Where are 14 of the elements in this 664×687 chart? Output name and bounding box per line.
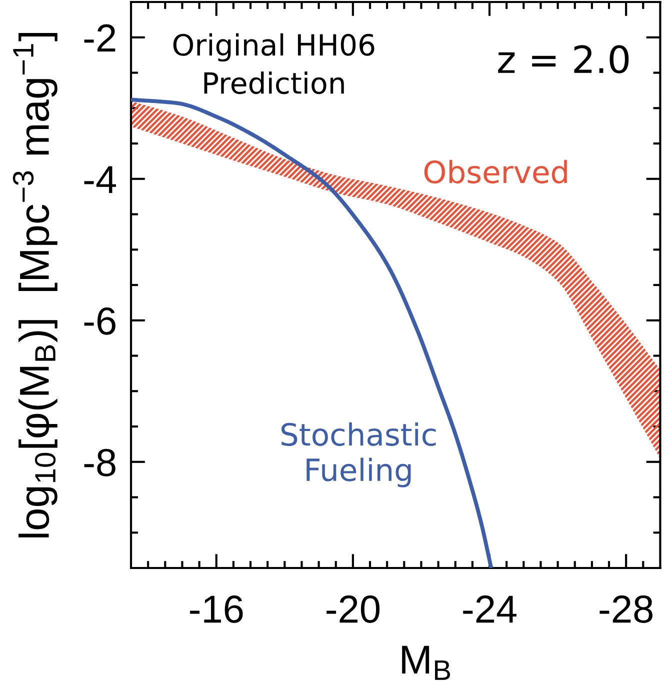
x-tick-label: -24 — [463, 595, 516, 623]
series-label: Stochastic Fueling — [282, 422, 436, 488]
x-tick-label: -16 — [190, 595, 243, 623]
x-axis-title: M$_{B}$ — [402, 646, 450, 680]
y-tick-label: -2 — [84, 24, 116, 52]
y-tick-label: -8 — [84, 448, 116, 476]
legend-label: Observed — [424, 160, 567, 184]
annotation: Original HH06 Prediction — [173, 33, 374, 94]
y-tick-label: -6 — [84, 307, 116, 335]
y-tick-label: -4 — [84, 166, 116, 193]
x-tick-label: -28 — [600, 595, 652, 623]
annotation: z = 2.0 — [498, 45, 629, 74]
text: log$_{10}$[φ(M$_{B}$)] [Mpc$^{−3}$ mag$^{−1}$] — [12, 32, 58, 538]
x-tick-label: -20 — [326, 595, 380, 623]
